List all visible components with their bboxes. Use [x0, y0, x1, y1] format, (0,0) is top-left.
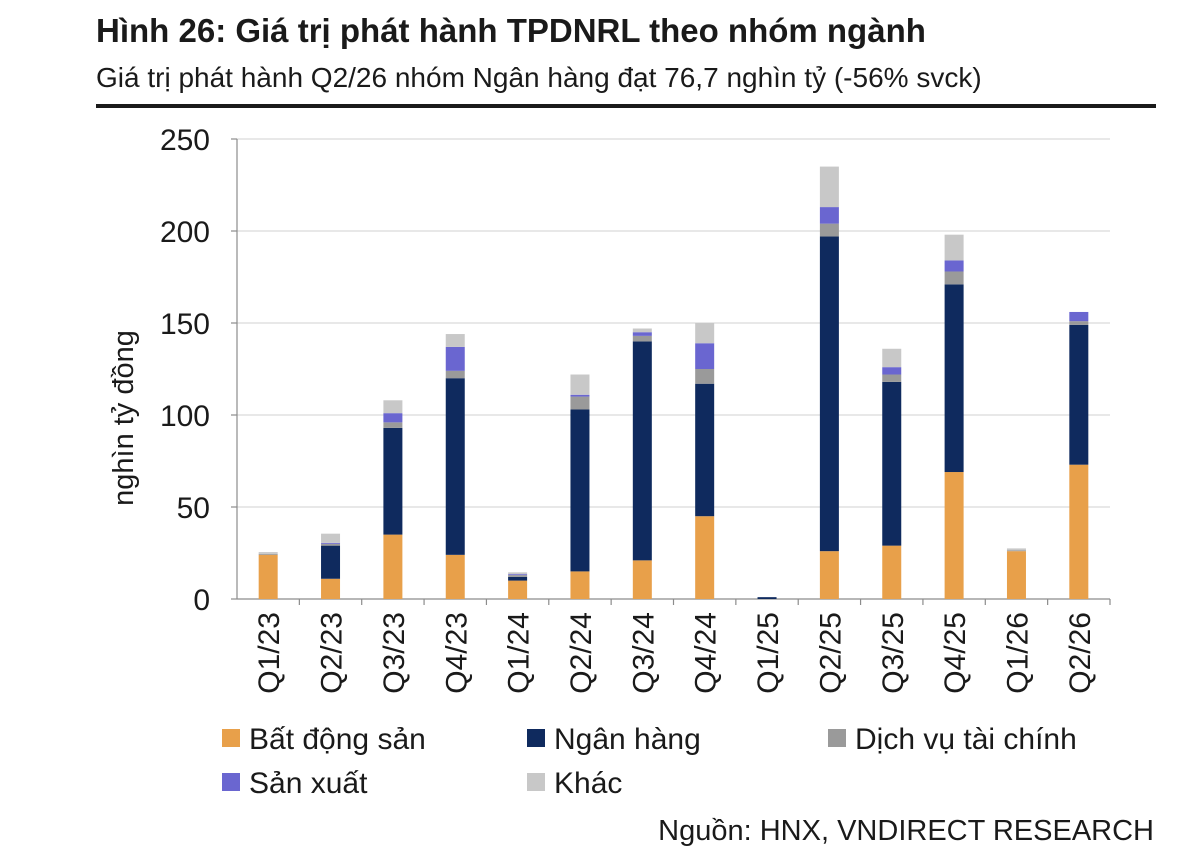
- bar-segment: [570, 396, 590, 410]
- bar-segment: [570, 571, 590, 599]
- y-tick-label: 200: [160, 216, 210, 249]
- bar-segment: [944, 260, 964, 272]
- bar-segment: [570, 409, 590, 572]
- bar-segment: [445, 554, 465, 599]
- legend-swatch: [222, 729, 240, 747]
- bar-segment: [1069, 464, 1089, 599]
- legend-label: Dịch vụ tài chính: [855, 723, 1077, 756]
- bar-segment: [695, 516, 715, 599]
- x-tick-label: Q2/26: [1064, 612, 1097, 694]
- bar-segment: [944, 284, 964, 473]
- x-tick-label: Q1/26: [1001, 612, 1034, 694]
- bar-segment: [695, 323, 715, 344]
- title-divider: [96, 104, 1156, 108]
- y-tick-label: 0: [193, 584, 210, 617]
- y-tick-label: 100: [160, 400, 210, 433]
- bar-segment: [321, 543, 341, 546]
- bar-segment: [383, 534, 403, 599]
- bar-segment: [882, 381, 902, 546]
- x-tick-label: Q4/23: [440, 612, 473, 694]
- bar-segment: [819, 223, 839, 237]
- y-axis-label: nghìn tỷ đồng: [108, 330, 140, 506]
- bar-segment: [882, 545, 902, 599]
- y-tick-label: 50: [177, 492, 210, 525]
- bar-segment: [445, 378, 465, 555]
- bar-segment: [1069, 311, 1089, 322]
- bar-segment: [1006, 551, 1026, 599]
- x-tick-label: Q2/24: [565, 612, 598, 694]
- bar-segment: [819, 166, 839, 208]
- bar-segment: [1006, 550, 1026, 552]
- x-tick-label: Q3/24: [627, 612, 660, 694]
- bar-segment: [258, 552, 278, 554]
- x-tick-label: Q4/24: [690, 612, 723, 694]
- bar-segment: [445, 334, 465, 347]
- bar-segment: [508, 575, 528, 577]
- bar-segment: [258, 554, 278, 599]
- bar-segment: [321, 545, 341, 579]
- bar-segment: [944, 472, 964, 599]
- bar-segment: [383, 427, 403, 535]
- bar-segment: [882, 348, 902, 368]
- bar-segment: [321, 533, 341, 543]
- bar-segment: [882, 367, 902, 375]
- bar-segment: [1006, 548, 1026, 551]
- bar-segment: [632, 332, 652, 336]
- chart-subtitle: Giá trị phát hành Q2/26 nhóm Ngân hàng đ…: [96, 62, 982, 93]
- bar-segment: [383, 422, 403, 428]
- bar-segment: [632, 560, 652, 599]
- bar-segment: [383, 413, 403, 423]
- bar-segment: [508, 572, 528, 575]
- bar-segment: [632, 341, 652, 561]
- legend-swatch: [527, 773, 545, 791]
- source-note: Nguồn: HNX, VNDIRECT RESEARCH: [658, 815, 1154, 847]
- bar-segment: [445, 346, 465, 371]
- y-tick-label: 250: [160, 124, 210, 157]
- bar-segment: [819, 207, 839, 224]
- x-tick-label: Q4/25: [939, 612, 972, 694]
- bar-segment: [632, 335, 652, 342]
- legend-label: Bất động sản: [249, 723, 426, 756]
- legend-label: Ngân hàng: [554, 723, 701, 756]
- bar-segment: [944, 271, 964, 285]
- bar-segment: [508, 576, 528, 581]
- bar-segment: [882, 374, 902, 382]
- bar-segment: [445, 370, 465, 379]
- bar-segment: [944, 234, 964, 261]
- bar-segment: [570, 374, 590, 395]
- legend-swatch: [527, 729, 545, 747]
- x-tick-label: Q2/25: [814, 612, 847, 694]
- x-tick-label: Q1/25: [752, 612, 785, 694]
- bar-segment: [258, 553, 278, 555]
- chart-title: Hình 26: Giá trị phát hành TPDNRL theo n…: [96, 12, 926, 49]
- x-tick-label: Q1/23: [253, 612, 286, 694]
- legend-label: Sản xuất: [249, 767, 368, 800]
- y-tick-label: 150: [160, 308, 210, 341]
- bar-segment: [695, 383, 715, 517]
- bar-segment: [1069, 324, 1089, 465]
- x-tick-label: Q3/23: [378, 612, 411, 694]
- bar-segment: [321, 578, 341, 599]
- bar-segment: [695, 369, 715, 384]
- bar-segment: [383, 400, 403, 414]
- bar-segment: [508, 574, 528, 576]
- bar-segment: [757, 597, 777, 599]
- legend-label: Khác: [554, 767, 622, 800]
- x-tick-label: Q1/24: [503, 612, 536, 694]
- bar-segment: [695, 343, 715, 369]
- bar-segment: [819, 551, 839, 599]
- bar-segment: [632, 328, 652, 333]
- bar-segment: [819, 236, 839, 552]
- x-tick-label: Q3/25: [877, 612, 910, 694]
- legend-swatch: [828, 729, 846, 747]
- legend-swatch: [222, 773, 240, 791]
- bar-segment: [321, 542, 341, 544]
- x-tick-label: Q2/23: [316, 612, 349, 694]
- bar-segment: [1069, 321, 1089, 325]
- bar-segment: [570, 394, 590, 397]
- bar-segment: [508, 580, 528, 599]
